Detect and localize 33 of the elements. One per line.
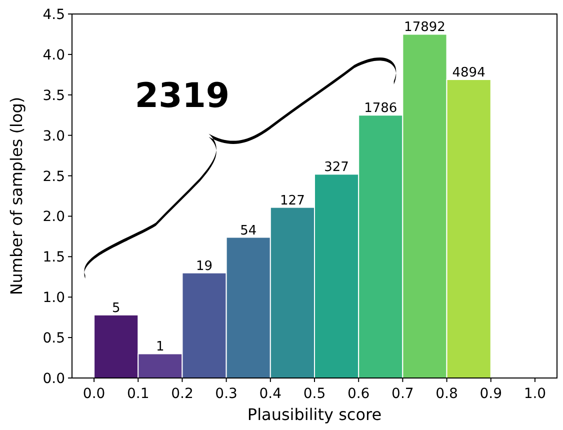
x-tick-label: 1.0 [524, 386, 546, 402]
y-tick-label: 0.0 [42, 371, 65, 387]
annotation: 54 [240, 223, 257, 238]
x-tick-label: 0.2 [171, 386, 194, 402]
y-tick-label: 3.0 [42, 128, 65, 144]
x-tick-label: 0.1 [127, 386, 150, 402]
annotation: 1 [156, 340, 164, 355]
annotation: 19 [196, 258, 213, 274]
y-tick-label: 2.0 [42, 209, 65, 226]
annotation: 1786 [364, 101, 398, 116]
annotation: 17892 [404, 20, 446, 36]
x-tick-label: 0.5 [303, 386, 326, 402]
y-axis-title: Number of samples (log) [7, 96, 26, 296]
y-tick-label: 2.5 [42, 168, 65, 185]
x-tick-label: 0.0 [82, 386, 106, 402]
annotation: 5 [112, 300, 120, 316]
annotation: 127 [280, 193, 305, 208]
x-tick-label: 0.7 [392, 386, 414, 402]
x-tick-label: 0.6 [347, 386, 370, 402]
x-tick-label: 0.4 [259, 386, 282, 402]
x-tick-label: 0.8 [436, 386, 458, 402]
x-tick-label: 0.3 [215, 386, 238, 402]
x-axis-title: Plausibility score [247, 405, 382, 424]
annotation: 4894 [452, 66, 486, 81]
y-tick-label: 3.5 [42, 88, 65, 104]
y-tick-label: 4.5 [42, 7, 65, 23]
x-tick-label: 0.9 [480, 386, 502, 402]
y-tick-label: 1.0 [42, 290, 65, 306]
y-tick-label: 4.0 [42, 47, 65, 64]
y-tick-label: 0.5 [42, 330, 65, 347]
annotation: 2319 [134, 76, 230, 116]
y-tick-label: 1.5 [42, 250, 65, 266]
annotation: 327 [324, 160, 349, 176]
